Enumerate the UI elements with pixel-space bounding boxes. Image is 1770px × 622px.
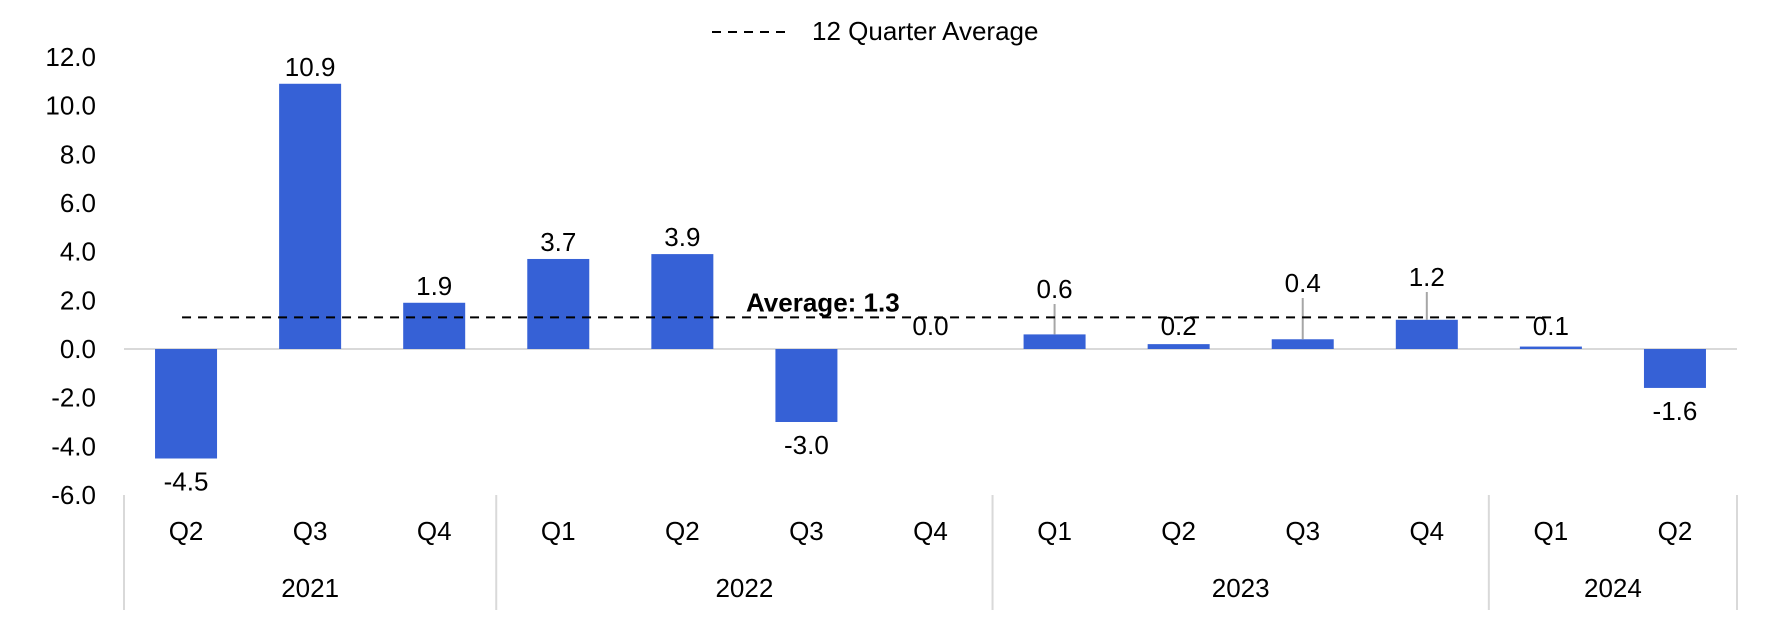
y-tick-label: 4.0 bbox=[60, 237, 96, 267]
x-tick-label: Q3 bbox=[293, 516, 328, 546]
data-label: 3.9 bbox=[664, 222, 700, 252]
bar-12 bbox=[1643, 349, 1706, 388]
bar-5 bbox=[775, 349, 838, 422]
bar-4 bbox=[651, 254, 714, 349]
bar-8 bbox=[1147, 344, 1210, 349]
data-label: 1.9 bbox=[416, 271, 452, 301]
y-tick-label: -6.0 bbox=[51, 480, 96, 510]
y-tick-label: 2.0 bbox=[60, 285, 96, 315]
legend: 12 Quarter Average bbox=[712, 16, 1038, 46]
data-label: 3.7 bbox=[540, 227, 576, 257]
x-tick-label: Q1 bbox=[1534, 516, 1569, 546]
data-labels: -4.5 10.9 1.9 3.7 3.9 -3.0 0.0 0.6 0.2 0.4 1.2 0.1 -… bbox=[164, 52, 1698, 497]
bar-11 bbox=[1519, 346, 1582, 349]
y-tick-label: 8.0 bbox=[60, 139, 96, 169]
data-label: 0.4 bbox=[1285, 268, 1321, 298]
leader-lines bbox=[1053, 292, 1428, 340]
x-axis: Q2 Q3 Q4 Q1 Q2 Q3 Q4 Q1 Q2 Q3 Q4 Q1 Q2 2021 2022 2023 20… bbox=[123, 495, 1738, 610]
x-tick-label: Q2 bbox=[1658, 516, 1693, 546]
y-tick-label: -2.0 bbox=[51, 383, 96, 413]
y-tick-label: 10.0 bbox=[45, 91, 96, 121]
x-tick-label: Q1 bbox=[541, 516, 576, 546]
x-tick-label: Q2 bbox=[665, 516, 700, 546]
y-tick-label: 6.0 bbox=[60, 188, 96, 218]
bar-0 bbox=[155, 349, 218, 459]
x-year-label: 2021 bbox=[281, 573, 339, 603]
data-label: 10.9 bbox=[285, 52, 336, 82]
average-annotation: Average: 1.3 bbox=[746, 287, 900, 317]
bar-2 bbox=[403, 302, 466, 349]
data-label: 0.2 bbox=[1161, 311, 1197, 341]
bar-1 bbox=[279, 83, 342, 350]
bar-10 bbox=[1395, 319, 1458, 349]
x-tick-label: Q4 bbox=[1409, 516, 1444, 546]
bar-7 bbox=[1023, 334, 1086, 349]
x-year-label: 2024 bbox=[1584, 573, 1642, 603]
y-tick-label: 12.0 bbox=[45, 42, 96, 72]
bars bbox=[155, 83, 1706, 459]
data-label: 0.1 bbox=[1533, 311, 1569, 341]
x-year-label: 2022 bbox=[715, 573, 773, 603]
legend-average-label: 12 Quarter Average bbox=[812, 16, 1038, 46]
x-tick-label: Q2 bbox=[1161, 516, 1196, 546]
average-line-group: Average: 1.3 bbox=[182, 287, 1556, 319]
x-tick-label: Q3 bbox=[789, 516, 824, 546]
x-tick-label: Q3 bbox=[1285, 516, 1320, 546]
y-tick-label: 0.0 bbox=[60, 334, 96, 364]
x-tick-label: Q1 bbox=[1037, 516, 1072, 546]
x-tick-label: Q4 bbox=[417, 516, 452, 546]
data-label: 0.6 bbox=[1036, 274, 1072, 304]
data-label: -1.6 bbox=[1653, 396, 1698, 426]
data-label: 0.0 bbox=[912, 311, 948, 341]
data-label: -4.5 bbox=[164, 467, 209, 497]
data-label: -3.0 bbox=[784, 430, 829, 460]
y-axis: 12.0 10.0 8.0 6.0 4.0 2.0 0.0 -2.0 -4.0 -6.0 bbox=[45, 42, 1737, 510]
x-year-label: 2023 bbox=[1212, 573, 1270, 603]
data-label: 1.2 bbox=[1409, 262, 1445, 292]
x-tick-label: Q2 bbox=[169, 516, 204, 546]
bar-3 bbox=[527, 258, 590, 349]
y-tick-label: -4.0 bbox=[51, 431, 96, 461]
x-tick-label: Q4 bbox=[913, 516, 948, 546]
bar-9 bbox=[1271, 339, 1334, 349]
